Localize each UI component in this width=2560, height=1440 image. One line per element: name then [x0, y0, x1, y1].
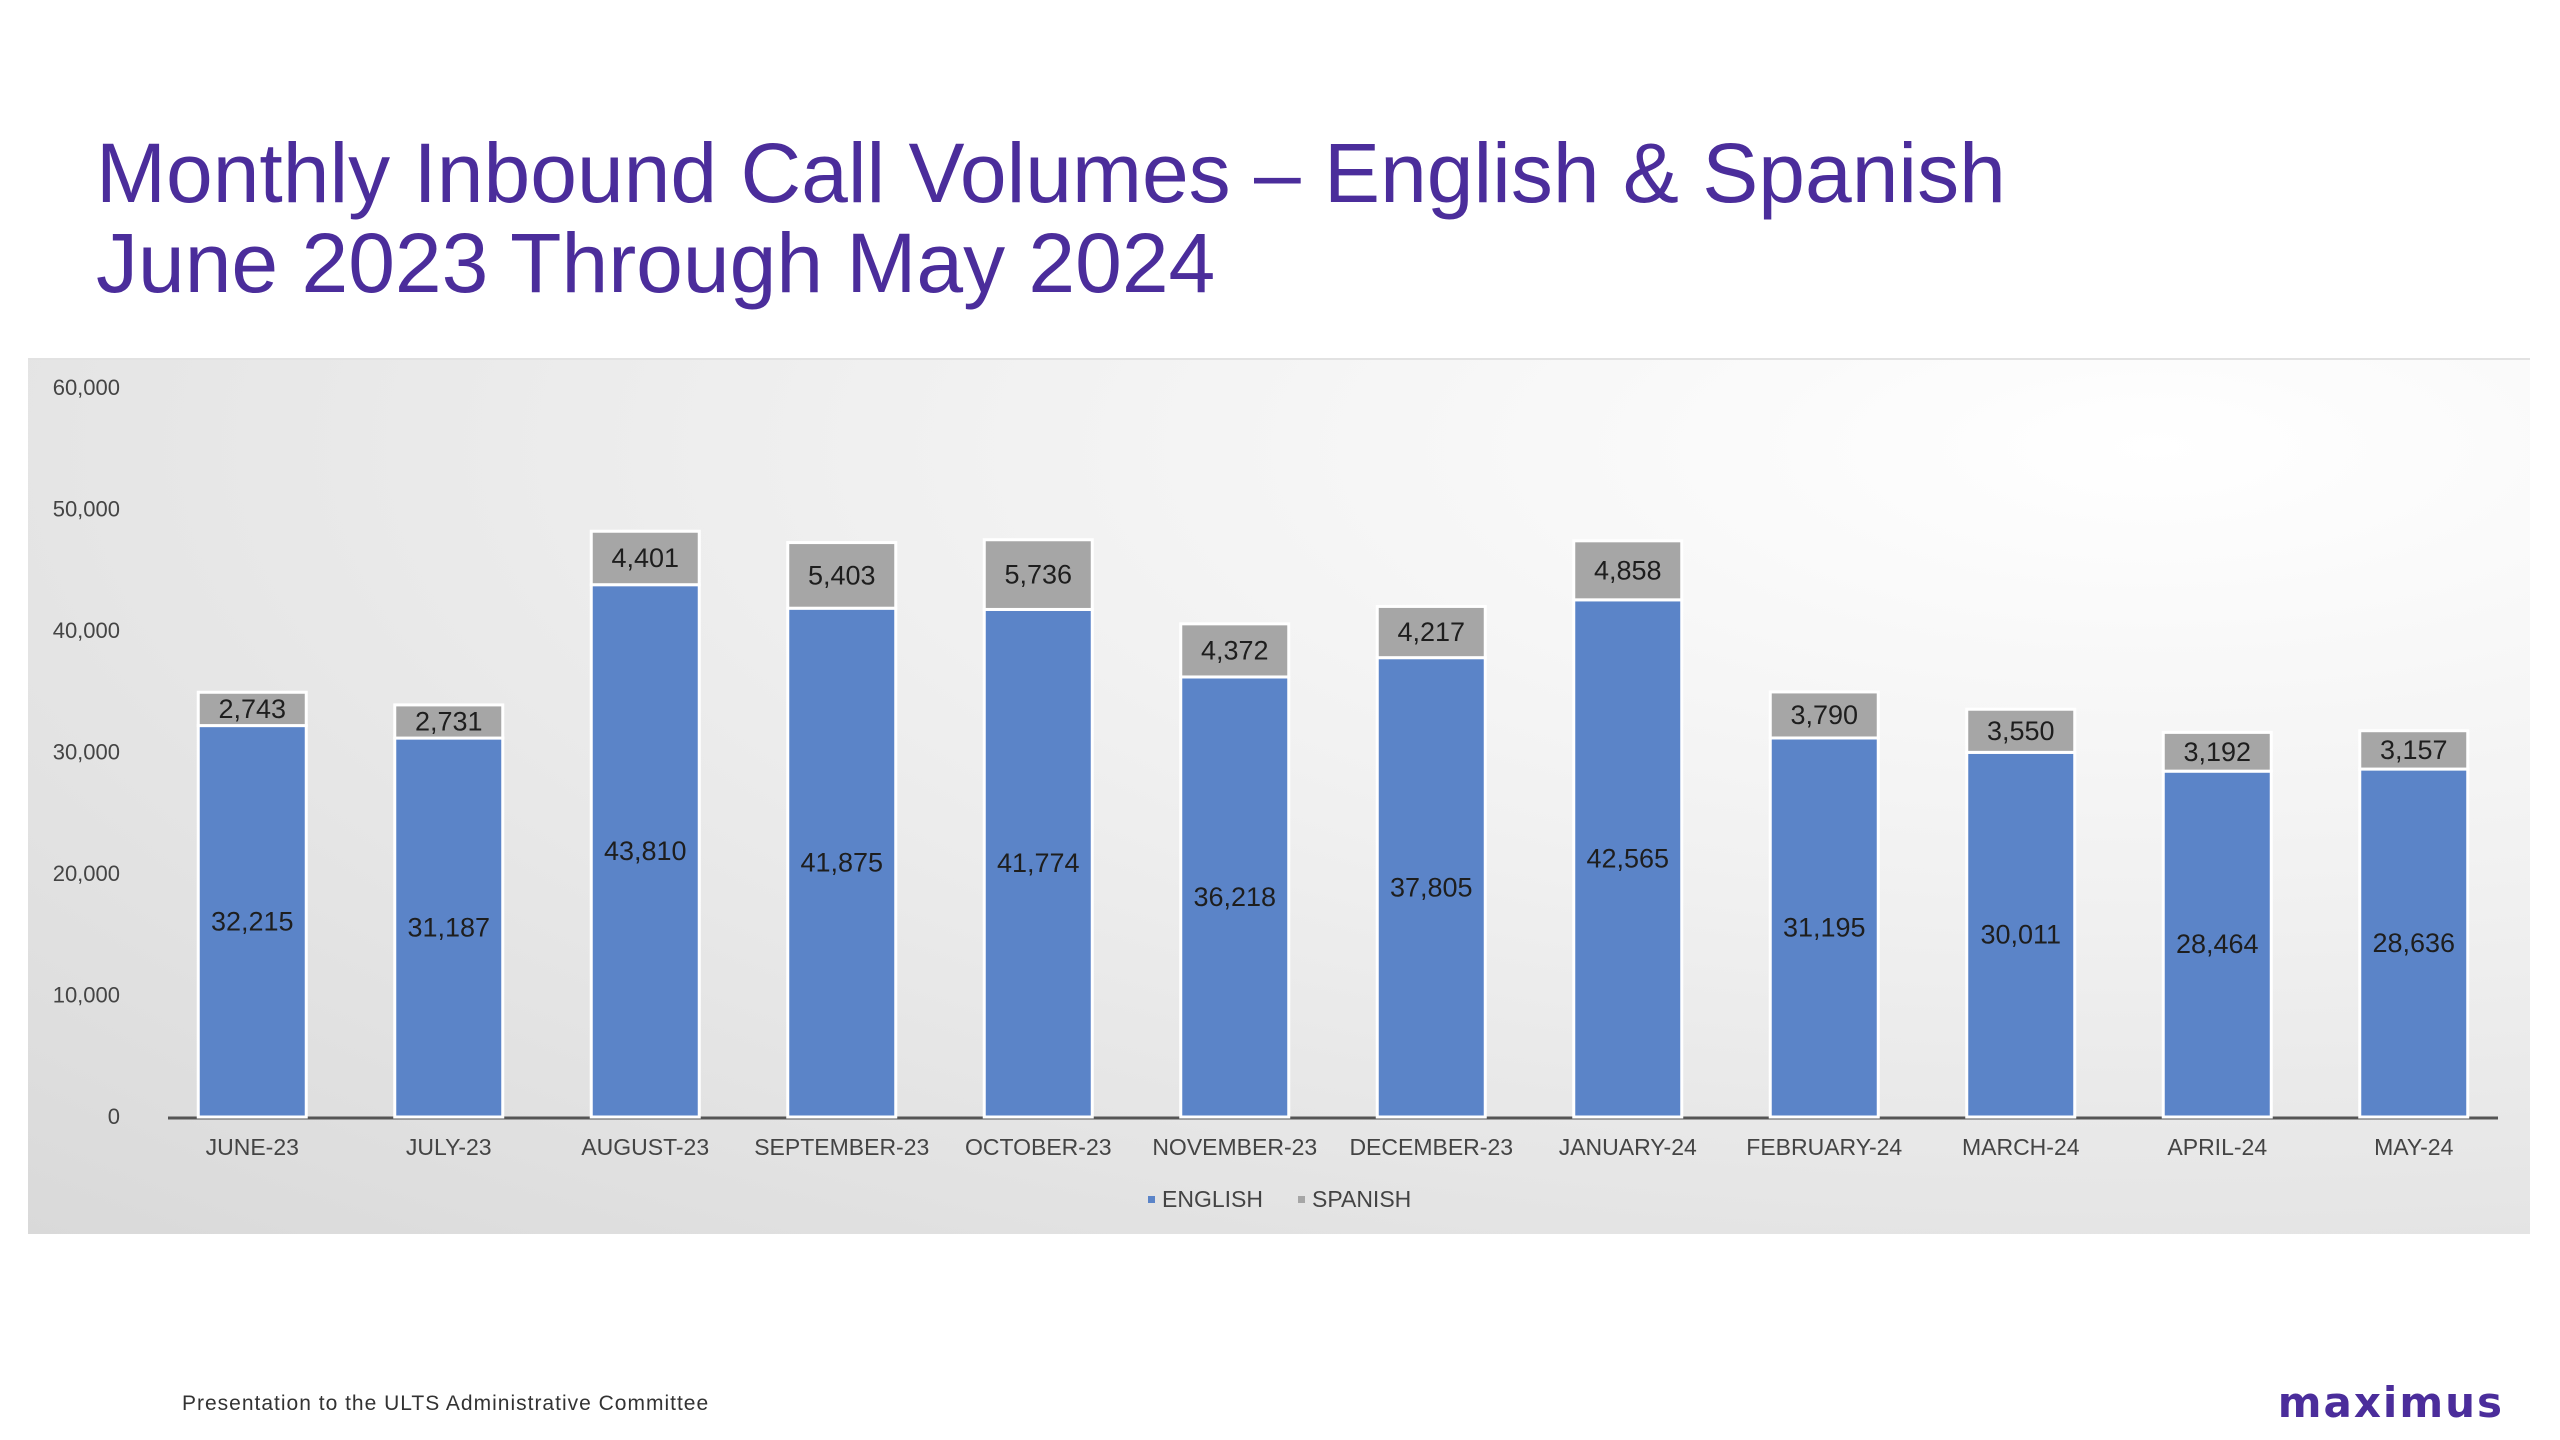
y-tick-label: 50,000 — [53, 497, 120, 522]
spanish-value-label: 4,401 — [611, 543, 679, 573]
english-bar — [1375, 656, 1487, 1119]
spanish-bar — [196, 690, 308, 728]
english-value-label: 43,810 — [604, 836, 687, 866]
spanish-value-label: 4,217 — [1397, 617, 1465, 647]
spanish-bar — [1572, 539, 1684, 602]
english-bar — [196, 724, 308, 1119]
english-value-label: 28,636 — [2372, 928, 2455, 958]
spanish-bar — [1768, 690, 1880, 740]
x-category-label: FEBRUARY-24 — [1746, 1134, 1902, 1160]
english-value-label: 42,565 — [1586, 843, 1669, 873]
y-tick-label: 40,000 — [53, 618, 120, 643]
y-tick-label: 60,000 — [53, 375, 120, 400]
stacked-bar-chart: 0 10,000 20,000 30,000 40,000 50,000 60,000 32,… — [53, 375, 2498, 1212]
english-value-label: 31,187 — [407, 913, 490, 943]
spanish-bar — [1965, 707, 2077, 754]
english-bar — [589, 583, 701, 1119]
english-value-label: 32,215 — [211, 906, 294, 936]
x-category-label: APRIL-24 — [2167, 1134, 2267, 1160]
english-bar — [2358, 767, 2470, 1119]
spanish-value-label: 2,731 — [415, 706, 483, 736]
legend-english-label: ENGLISH — [1162, 1186, 1263, 1212]
spanish-bar — [786, 541, 898, 610]
english-value-label: 37,805 — [1390, 872, 1473, 902]
spanish-bar — [2358, 729, 2470, 771]
x-category-label: MARCH-24 — [1962, 1134, 2080, 1160]
x-category-label: DECEMBER-23 — [1349, 1134, 1513, 1160]
footer-text: Presentation to the ULTS Administrative … — [182, 1392, 710, 1415]
english-value-label: 41,774 — [997, 848, 1080, 878]
english-bar — [786, 606, 898, 1119]
english-value-label: 28,464 — [2176, 929, 2259, 959]
y-tick-label: 10,000 — [53, 983, 120, 1008]
spanish-bar — [1179, 622, 1291, 679]
english-bar — [982, 607, 1094, 1119]
chart-panel: 0 10,000 20,000 30,000 40,000 50,000 60,000 32,… — [28, 358, 2530, 1234]
legend-english-swatch — [1148, 1196, 1155, 1203]
english-value-label: 31,195 — [1783, 912, 1866, 942]
spanish-bar — [393, 703, 505, 740]
x-category-label: JANUARY-24 — [1559, 1134, 1697, 1160]
spanish-value-label: 5,736 — [1004, 560, 1072, 590]
spanish-bar — [2161, 730, 2273, 773]
english-bar — [1572, 598, 1684, 1119]
english-bar — [1768, 736, 1880, 1119]
english-bar — [1965, 750, 2077, 1119]
english-value-label: 36,218 — [1193, 882, 1276, 912]
spanish-value-label: 5,403 — [808, 560, 876, 590]
spanish-bar — [589, 529, 701, 587]
legend-spanish-swatch — [1298, 1196, 1305, 1203]
english-bar — [2161, 769, 2273, 1119]
spanish-value-label: 3,192 — [2183, 737, 2251, 767]
spanish-value-label: 3,790 — [1790, 700, 1858, 730]
spanish-value-label: 2,743 — [218, 694, 286, 724]
slide-title-line-1: Monthly Inbound Call Volumes – English &… — [96, 126, 2006, 220]
spanish-value-label: 4,858 — [1594, 555, 1662, 585]
y-tick-label: 0 — [108, 1104, 120, 1129]
spanish-value-label: 3,550 — [1987, 716, 2055, 746]
legend-spanish-label: SPANISH — [1312, 1186, 1411, 1212]
slide-title-line-2: June 2023 Through May 2024 — [96, 216, 1216, 310]
x-category-label: JULY-23 — [406, 1134, 492, 1160]
y-tick-label: 20,000 — [53, 861, 120, 886]
slide-title: Monthly Inbound Call Volumes – English &… — [96, 128, 2006, 308]
english-value-label: 30,011 — [1980, 920, 2061, 950]
maximus-logo: maximus — [2277, 1378, 2504, 1427]
english-value-label: 41,875 — [800, 848, 883, 878]
x-category-label: MAY-24 — [2374, 1134, 2453, 1160]
english-bar — [1179, 675, 1291, 1119]
x-category-label: OCTOBER-23 — [965, 1134, 1112, 1160]
x-category-label: SEPTEMBER-23 — [754, 1134, 929, 1160]
x-category-label: AUGUST-23 — [581, 1134, 709, 1160]
y-tick-label: 30,000 — [53, 740, 120, 765]
x-category-label: JUNE-23 — [206, 1134, 299, 1160]
spanish-value-label: 4,372 — [1201, 635, 1269, 665]
x-category-label: NOVEMBER-23 — [1152, 1134, 1317, 1160]
spanish-bar — [982, 538, 1094, 611]
spanish-value-label: 3,157 — [2380, 735, 2448, 765]
spanish-bar — [1375, 604, 1487, 660]
